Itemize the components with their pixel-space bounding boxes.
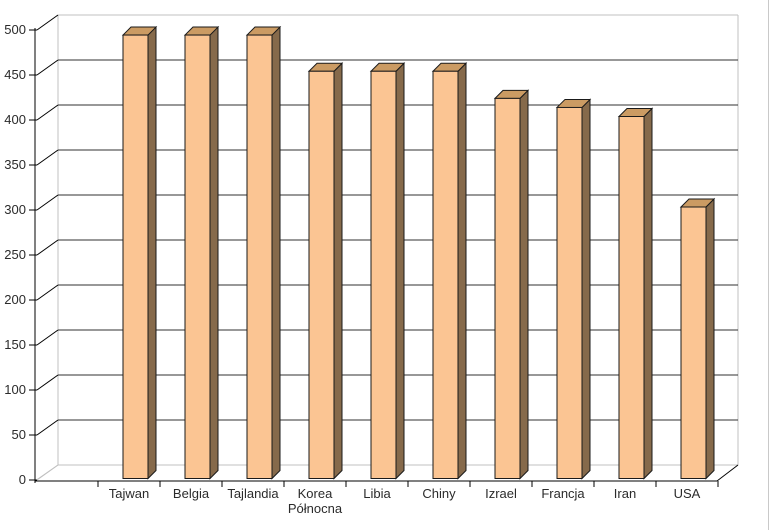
x-category-label: Francja	[541, 486, 585, 501]
y-tick-label: 350	[4, 157, 26, 172]
y-tick-wall-diagonal	[36, 464, 59, 481]
bar-side-face	[519, 89, 529, 480]
bar-front-face	[556, 106, 583, 479]
bar-front-face	[246, 34, 273, 480]
bar-side-face	[209, 25, 219, 480]
y-tick-wall-diagonal	[36, 59, 59, 76]
bar-front-face	[432, 70, 459, 479]
x-category-label: Libia	[363, 486, 391, 501]
bar-front-face	[308, 70, 335, 479]
bar-side-face	[643, 107, 653, 480]
bar-side-face	[457, 62, 467, 480]
y-tick-wall-diagonal	[36, 419, 59, 436]
bar-front-face	[184, 34, 211, 480]
y-tick-wall-diagonal	[36, 149, 59, 166]
x-category-label: Izrael	[485, 486, 517, 501]
y-tick-label: 100	[4, 382, 26, 397]
y-tick-label: 250	[4, 247, 26, 262]
y-tick-wall-diagonal	[36, 284, 59, 301]
x-category-label: Iran	[614, 486, 636, 501]
x-category-label: Północna	[288, 501, 343, 516]
bar-side-face	[333, 62, 343, 480]
x-category-label: Tajlandia	[227, 486, 279, 501]
y-tick-wall-diagonal	[36, 104, 59, 121]
bar-side-face	[581, 98, 591, 480]
y-tick-wall-diagonal	[36, 239, 59, 256]
floor-right-diagonal	[716, 464, 739, 482]
bar-front-face	[122, 34, 149, 480]
bar-front-face	[370, 70, 397, 479]
y-tick-label: 200	[4, 292, 26, 307]
y-tick-label: 150	[4, 337, 26, 352]
y-tick-label: 50	[12, 427, 26, 442]
x-category-label: Korea	[298, 486, 333, 501]
y-tick-wall-diagonal	[36, 194, 59, 211]
bar-side-face	[395, 62, 405, 480]
y-tick-wall-diagonal	[36, 329, 59, 346]
bar-side-face	[147, 25, 157, 480]
x-category-label: USA	[674, 486, 701, 501]
bar-front-face	[680, 206, 707, 479]
bar-side-face	[271, 25, 281, 480]
y-tick-wall-diagonal	[36, 14, 59, 31]
window-right-border	[768, 0, 769, 530]
y-tick-label: 0	[19, 472, 26, 487]
y-tick-wall-diagonal	[36, 374, 59, 391]
x-category-label: Tajwan	[109, 486, 149, 501]
y-tick-label: 400	[4, 112, 26, 127]
y-tick-label: 300	[4, 202, 26, 217]
bar-front-face	[494, 97, 521, 480]
x-category-label: Chiny	[422, 486, 456, 501]
y-tick-label: 450	[4, 67, 26, 82]
bar-side-face	[705, 197, 715, 480]
x-category-label: Belgia	[173, 486, 210, 501]
y-tick-label: 500	[4, 22, 26, 37]
bar-front-face	[618, 116, 645, 479]
